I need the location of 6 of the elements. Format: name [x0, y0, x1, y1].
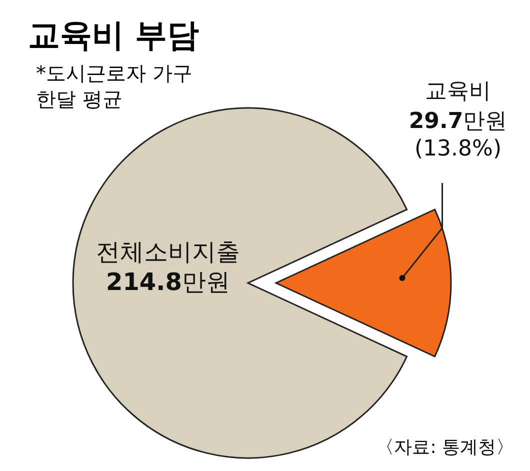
chart-title: 교육비 부담 [28, 15, 200, 56]
data-label: 29.7만원 (13.8%) [408, 109, 508, 162]
chart-subtitle: *도시근로자 가구 한달 평균 [36, 60, 194, 112]
text: 〈자료: 통계청〉 [376, 436, 514, 459]
slice-label: 교육비 [425, 79, 491, 104]
text: 전체소비지출 214.8만원 [96, 238, 240, 296]
